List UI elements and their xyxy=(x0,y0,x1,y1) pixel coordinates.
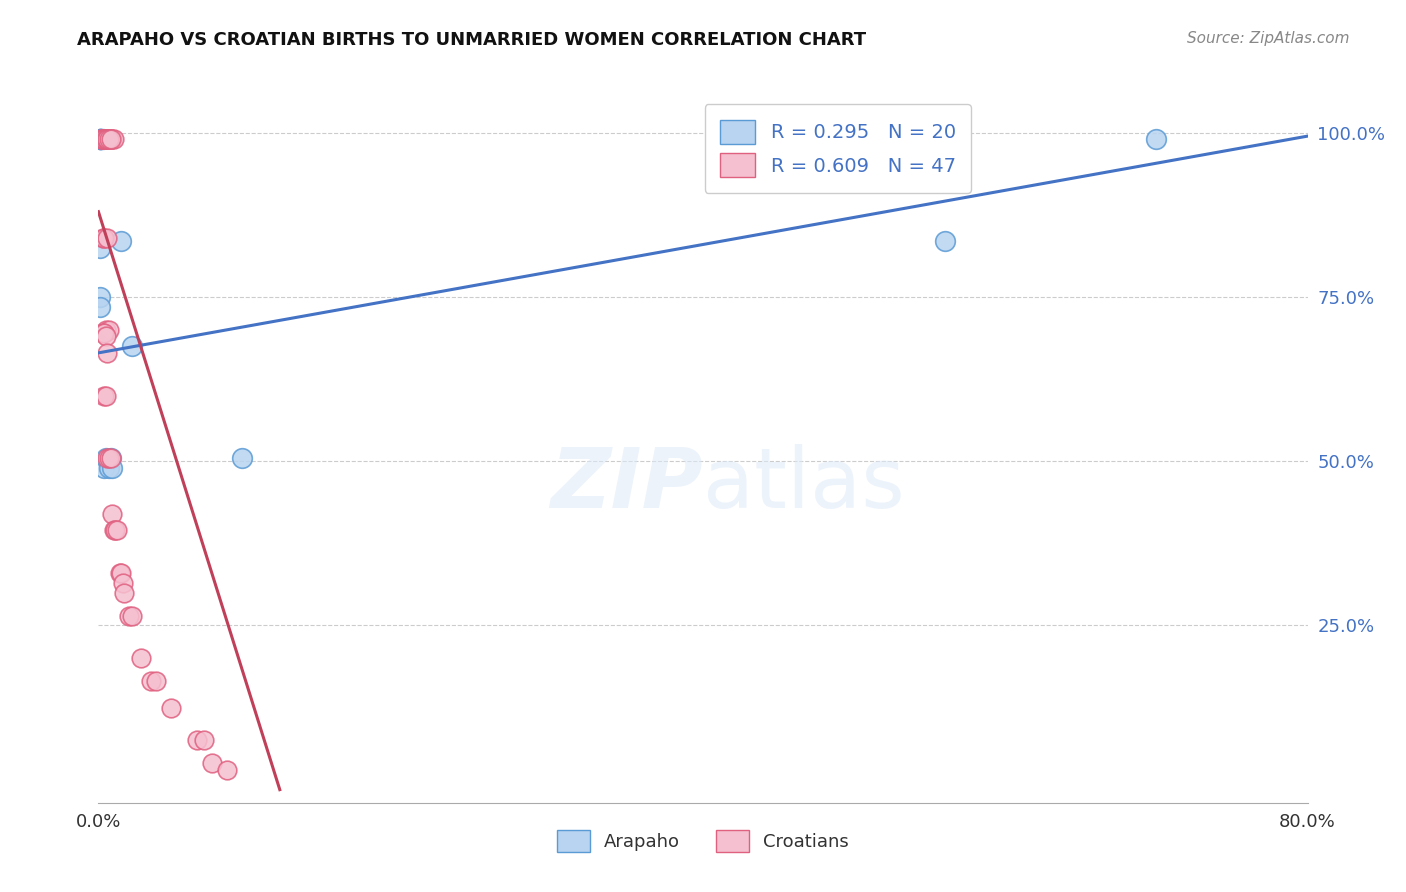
Point xyxy=(90,132,112,146)
Point xyxy=(89,132,111,146)
Point xyxy=(111,575,134,590)
Text: Source: ZipAtlas.com: Source: ZipAtlas.com xyxy=(1187,31,1350,46)
Point xyxy=(94,132,117,146)
Point xyxy=(91,231,114,245)
Text: ZIP: ZIP xyxy=(550,444,703,525)
Point xyxy=(105,523,128,537)
Point xyxy=(89,241,111,255)
Point xyxy=(91,326,114,341)
Point xyxy=(94,450,117,465)
Point xyxy=(96,132,118,146)
Point xyxy=(90,132,112,146)
Point xyxy=(90,132,112,146)
Point xyxy=(93,231,115,245)
Point xyxy=(215,763,238,777)
Point xyxy=(89,132,111,146)
Point xyxy=(89,132,111,146)
Point xyxy=(108,566,131,580)
Point xyxy=(101,132,124,146)
Point xyxy=(121,608,143,623)
Point xyxy=(90,132,112,146)
Point xyxy=(112,585,135,599)
Point xyxy=(93,132,115,146)
Point xyxy=(104,523,127,537)
Point xyxy=(94,323,117,337)
Point xyxy=(129,651,152,665)
Text: ARAPAHO VS CROATIAN BIRTHS TO UNMARRIED WOMEN CORRELATION CHART: ARAPAHO VS CROATIAN BIRTHS TO UNMARRIED … xyxy=(77,31,866,49)
Point xyxy=(98,460,121,475)
Point xyxy=(96,346,118,360)
Point xyxy=(96,231,118,245)
Point xyxy=(98,323,121,337)
Point xyxy=(103,523,125,537)
Point xyxy=(934,234,956,248)
Point xyxy=(121,339,143,353)
Point xyxy=(186,733,208,747)
Point xyxy=(91,132,114,146)
Point xyxy=(110,234,132,248)
Point xyxy=(91,132,114,146)
Text: atlas: atlas xyxy=(703,444,904,525)
Point xyxy=(100,450,122,465)
Point xyxy=(100,132,122,146)
Legend: Arapaho, Croatians: Arapaho, Croatians xyxy=(543,815,863,866)
Point xyxy=(100,132,122,146)
Point xyxy=(101,507,124,521)
Point xyxy=(89,300,111,314)
Point xyxy=(89,132,111,146)
Point xyxy=(98,132,121,146)
Point xyxy=(201,756,224,771)
Point xyxy=(93,132,115,146)
Point xyxy=(93,326,115,341)
Point xyxy=(94,388,117,402)
Point xyxy=(193,733,215,747)
Point xyxy=(160,700,183,714)
Point xyxy=(91,132,114,146)
Point xyxy=(231,450,253,465)
Point xyxy=(96,450,118,465)
Point xyxy=(93,460,115,475)
Point xyxy=(98,450,121,465)
Point xyxy=(98,132,121,146)
Point xyxy=(110,566,132,580)
Point xyxy=(101,460,124,475)
Point xyxy=(94,329,117,343)
Point xyxy=(1144,132,1167,146)
Point xyxy=(103,132,125,146)
Point xyxy=(145,674,167,689)
Point xyxy=(93,388,115,402)
Point xyxy=(100,450,122,465)
Point xyxy=(89,290,111,304)
Point xyxy=(96,132,118,146)
Point xyxy=(118,608,141,623)
Point xyxy=(141,674,163,689)
Point xyxy=(94,132,117,146)
